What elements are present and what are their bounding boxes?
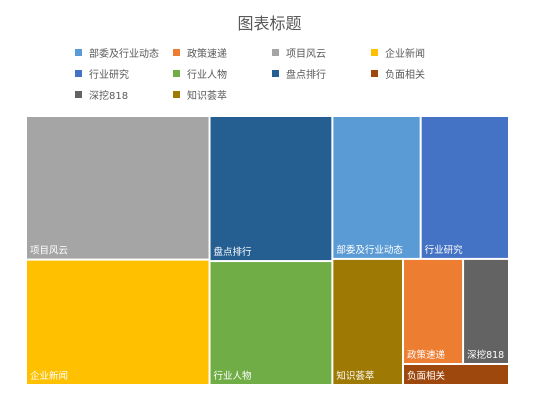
treemap-label: 项目风云 bbox=[30, 246, 68, 257]
treemap-rect bbox=[27, 117, 209, 259]
treemap-label: 深挖818 bbox=[467, 349, 504, 361]
legend-swatch bbox=[371, 69, 378, 77]
legend-item: 部委及行业动态 bbox=[75, 45, 159, 60]
legend-swatch bbox=[75, 48, 82, 56]
legend-swatch bbox=[272, 48, 279, 56]
treemap-rect bbox=[210, 117, 332, 261]
legend-item: 盘点排行 bbox=[272, 66, 326, 81]
treemap-label: 部委及行业动态 bbox=[336, 244, 403, 256]
treemap-rect bbox=[210, 262, 332, 384]
legend-label: 行业研究 bbox=[89, 69, 129, 81]
legend-swatch bbox=[173, 48, 180, 56]
treemap-rect bbox=[333, 117, 420, 258]
legend-item: 政策速递 bbox=[173, 45, 227, 60]
treemap-tile-renwu: 行业人物 bbox=[210, 262, 332, 384]
legend-label: 企业新闻 bbox=[385, 48, 425, 60]
legend-label: 项目风云 bbox=[286, 48, 326, 60]
treemap-tile-yanjiu: 行业研究 bbox=[421, 117, 508, 258]
legend-item: 行业研究 bbox=[75, 66, 129, 81]
legend-item: 负面相关 bbox=[371, 66, 425, 81]
legend-label: 盘点排行 bbox=[286, 69, 326, 81]
treemap-label: 行业人物 bbox=[214, 370, 253, 382]
chart-title: 图表标题 bbox=[237, 14, 302, 33]
treemap-rect bbox=[464, 259, 508, 363]
treemap-tile-shenwa: 深挖818 bbox=[464, 259, 508, 363]
legend-item: 项目风云 bbox=[272, 45, 326, 60]
legend-label: 政策速递 bbox=[187, 48, 227, 60]
legend-swatch bbox=[75, 69, 82, 77]
treemap-tile-xiangmu: 项目风云 bbox=[27, 117, 209, 259]
treemap-label: 行业研究 bbox=[425, 244, 464, 256]
treemap-rect bbox=[404, 259, 463, 363]
treemap-rect bbox=[27, 260, 209, 384]
treemap-label: 知识荟萃 bbox=[336, 370, 374, 382]
legend-label: 负面相关 bbox=[385, 69, 425, 81]
legend-swatch bbox=[75, 90, 82, 98]
legend-swatch bbox=[371, 48, 378, 56]
treemap-tile-qiye: 企业新闻 bbox=[27, 260, 209, 384]
legend-label: 深挖818 bbox=[89, 90, 129, 102]
legend-item: 行业人物 bbox=[173, 66, 227, 81]
treemap-rect bbox=[421, 117, 508, 258]
legend-label: 部委及行业动态 bbox=[89, 48, 159, 60]
treemap-rect bbox=[404, 364, 508, 384]
legend-item: 深挖818 bbox=[75, 87, 129, 102]
legend-swatch bbox=[173, 69, 180, 77]
treemap-tile-zhishi: 知识荟萃 bbox=[333, 259, 403, 384]
legend-label: 知识荟萃 bbox=[187, 90, 227, 102]
legend-item: 企业新闻 bbox=[371, 45, 425, 60]
treemap-rect bbox=[333, 259, 403, 384]
legend-swatch bbox=[272, 69, 279, 77]
treemap-tile-pandian: 盘点排行 bbox=[210, 117, 332, 261]
treemap-label: 政策速递 bbox=[407, 349, 446, 361]
treemap-label: 负面相关 bbox=[407, 370, 446, 382]
treemap-tile-buwei: 部委及行业动态 bbox=[333, 117, 420, 258]
legend-label: 行业人物 bbox=[187, 69, 227, 81]
legend-item: 知识荟萃 bbox=[173, 87, 227, 102]
treemap-label: 企业新闻 bbox=[30, 370, 68, 382]
legend-swatch bbox=[173, 90, 180, 98]
treemap-label: 盘点排行 bbox=[214, 246, 253, 258]
treemap-tile-fumian: 负面相关 bbox=[404, 364, 508, 384]
treemap-tile-zhengce: 政策速递 bbox=[404, 259, 463, 363]
